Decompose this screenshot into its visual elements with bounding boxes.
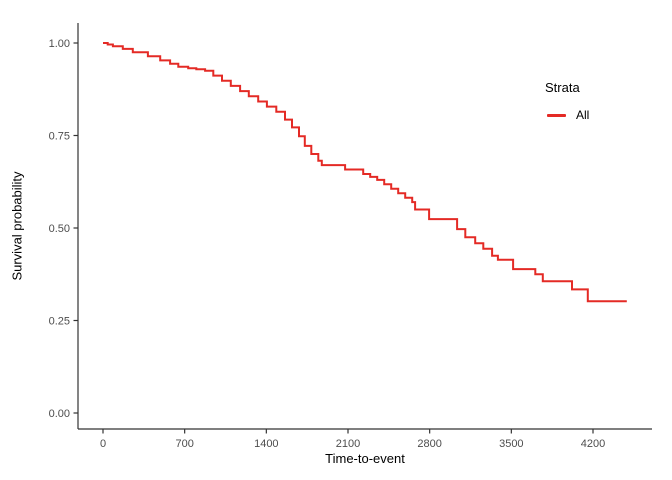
survival-curve [103,42,627,303]
legend-key-line-icon [547,113,566,117]
x-tick-label: 3500 [499,438,523,450]
y-axis-title: Survival probability [9,171,25,281]
x-tick-label: 700 [175,438,193,450]
y-tick-label: 0.00 [49,408,70,420]
x-tick-label: 1400 [254,438,278,450]
y-tick-label: 0.50 [49,223,70,235]
x-tick-label: 4200 [581,438,605,450]
x-tick-label: 0 [100,438,106,450]
legend-item-all: All [545,108,589,122]
x-tick-label: 2100 [336,438,360,450]
legend-item-label: All [576,108,590,122]
y-tick-label: 1.00 [49,38,70,50]
legend-title: Strata [545,80,580,95]
y-tick-label: 0.75 [49,131,70,143]
x-axis-title: Time-to-event [325,451,405,466]
axes: 0.00 0.25 0.50 0.75 1.00 0 700 1400 2100 2800 3500… [49,23,652,450]
legend: Strata All [545,80,589,122]
y-tick-label: 0.25 [49,316,70,328]
x-tick-label: 2800 [417,438,441,450]
km-curve-all [103,42,627,303]
